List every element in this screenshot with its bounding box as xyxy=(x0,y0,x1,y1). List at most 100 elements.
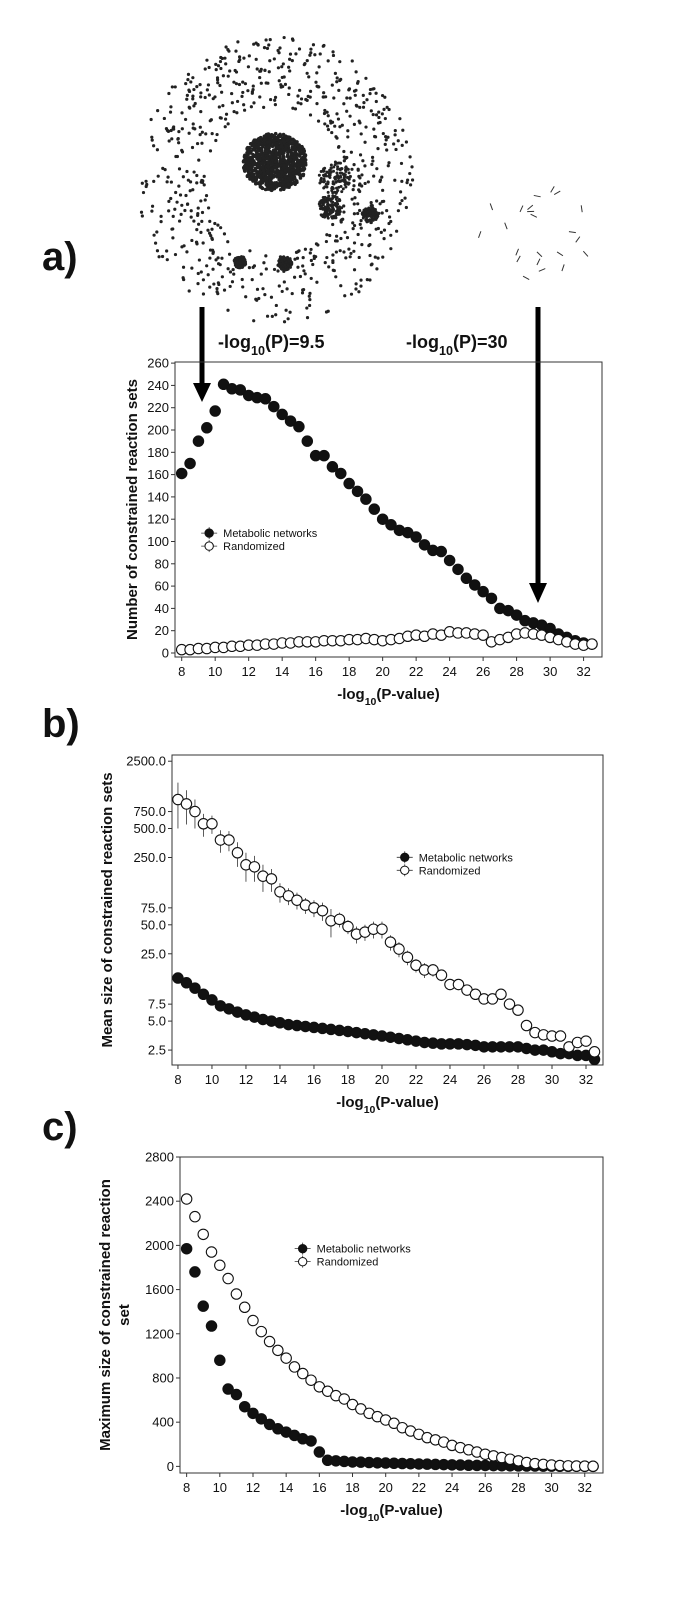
network-node xyxy=(322,207,326,211)
network-node xyxy=(281,132,286,137)
marker xyxy=(265,873,278,885)
x-tick-label: 26 xyxy=(476,664,490,679)
network-node xyxy=(356,202,360,206)
network-node xyxy=(303,247,308,251)
network-node xyxy=(335,171,339,175)
network-node xyxy=(336,165,340,169)
network-node xyxy=(245,152,249,157)
legend-marker xyxy=(297,1256,308,1267)
network-node xyxy=(275,175,280,179)
network-node xyxy=(375,167,379,171)
network-node xyxy=(297,249,301,253)
marker xyxy=(223,834,235,846)
network-node xyxy=(348,255,352,259)
marker xyxy=(214,1259,226,1272)
network-node xyxy=(171,227,175,231)
network-node xyxy=(293,107,298,111)
network-node xyxy=(174,190,178,195)
y-tick-label: 2.5 xyxy=(148,1043,166,1058)
network-node xyxy=(299,97,304,101)
network-node xyxy=(208,219,212,223)
network-node xyxy=(297,162,301,166)
network-node xyxy=(372,87,376,91)
network-node xyxy=(177,167,182,171)
network-node xyxy=(269,167,274,171)
network-node xyxy=(214,67,218,72)
network-node xyxy=(331,182,335,186)
network-node xyxy=(199,230,203,234)
network-node xyxy=(282,280,286,284)
network-node xyxy=(335,186,339,190)
network-node xyxy=(245,174,250,179)
network-node xyxy=(292,275,297,279)
network-node xyxy=(329,163,333,167)
network-node xyxy=(285,167,290,172)
network-node xyxy=(363,211,367,215)
network-node xyxy=(242,257,246,261)
network-edge xyxy=(489,203,494,211)
network-node xyxy=(380,211,384,215)
network-node xyxy=(356,79,360,84)
network-node xyxy=(369,215,373,219)
network-node xyxy=(335,76,339,80)
network-node xyxy=(261,287,265,291)
network-node xyxy=(282,320,287,324)
network-node xyxy=(296,101,300,105)
network-node xyxy=(297,147,302,152)
network-edge xyxy=(575,236,581,243)
network-node xyxy=(260,153,265,158)
x-tick-label: 8 xyxy=(174,1072,181,1087)
network-node xyxy=(321,168,325,172)
network-node xyxy=(358,222,362,226)
network-node xyxy=(338,198,342,202)
network-node xyxy=(186,178,190,182)
network-node xyxy=(263,292,267,297)
marker xyxy=(418,539,431,551)
network-node xyxy=(156,109,160,113)
network-node xyxy=(145,182,149,187)
network-node xyxy=(368,211,372,215)
network-node xyxy=(220,275,224,279)
marker xyxy=(318,449,330,462)
network-node xyxy=(278,46,282,50)
network-node xyxy=(358,153,363,157)
legend-label: Randomized xyxy=(317,1257,379,1269)
network-node xyxy=(383,95,387,99)
network-node xyxy=(254,57,258,61)
network-node xyxy=(272,267,277,272)
network-node xyxy=(281,148,286,153)
network-node xyxy=(191,122,195,126)
network-node xyxy=(219,226,223,230)
legend-marker xyxy=(400,852,410,862)
network-node xyxy=(331,53,336,58)
network-node xyxy=(159,214,163,218)
marker xyxy=(452,978,465,991)
network-node xyxy=(274,313,278,317)
network-node xyxy=(339,219,343,223)
y-tick-label: 0 xyxy=(162,645,169,660)
network-node xyxy=(279,177,284,182)
plot-frame xyxy=(174,361,603,658)
network-node xyxy=(232,109,236,114)
network-node xyxy=(348,114,352,118)
network-node xyxy=(218,83,222,88)
network-node xyxy=(297,159,301,163)
network-node xyxy=(272,181,277,185)
network-node xyxy=(328,169,332,173)
marker xyxy=(192,435,205,447)
x-tick-label: 16 xyxy=(307,1072,321,1087)
network-node xyxy=(364,76,368,80)
network-node xyxy=(274,157,279,162)
network-node xyxy=(327,265,331,269)
network-node xyxy=(159,220,163,224)
network-node xyxy=(373,255,377,259)
network-node xyxy=(323,198,327,202)
network-node xyxy=(240,94,244,98)
network-node xyxy=(279,256,283,260)
network-node xyxy=(398,202,402,206)
network-node xyxy=(211,250,215,254)
network-node xyxy=(283,82,288,87)
network-node xyxy=(298,88,302,92)
network-node xyxy=(392,142,396,146)
network-node xyxy=(250,172,255,177)
